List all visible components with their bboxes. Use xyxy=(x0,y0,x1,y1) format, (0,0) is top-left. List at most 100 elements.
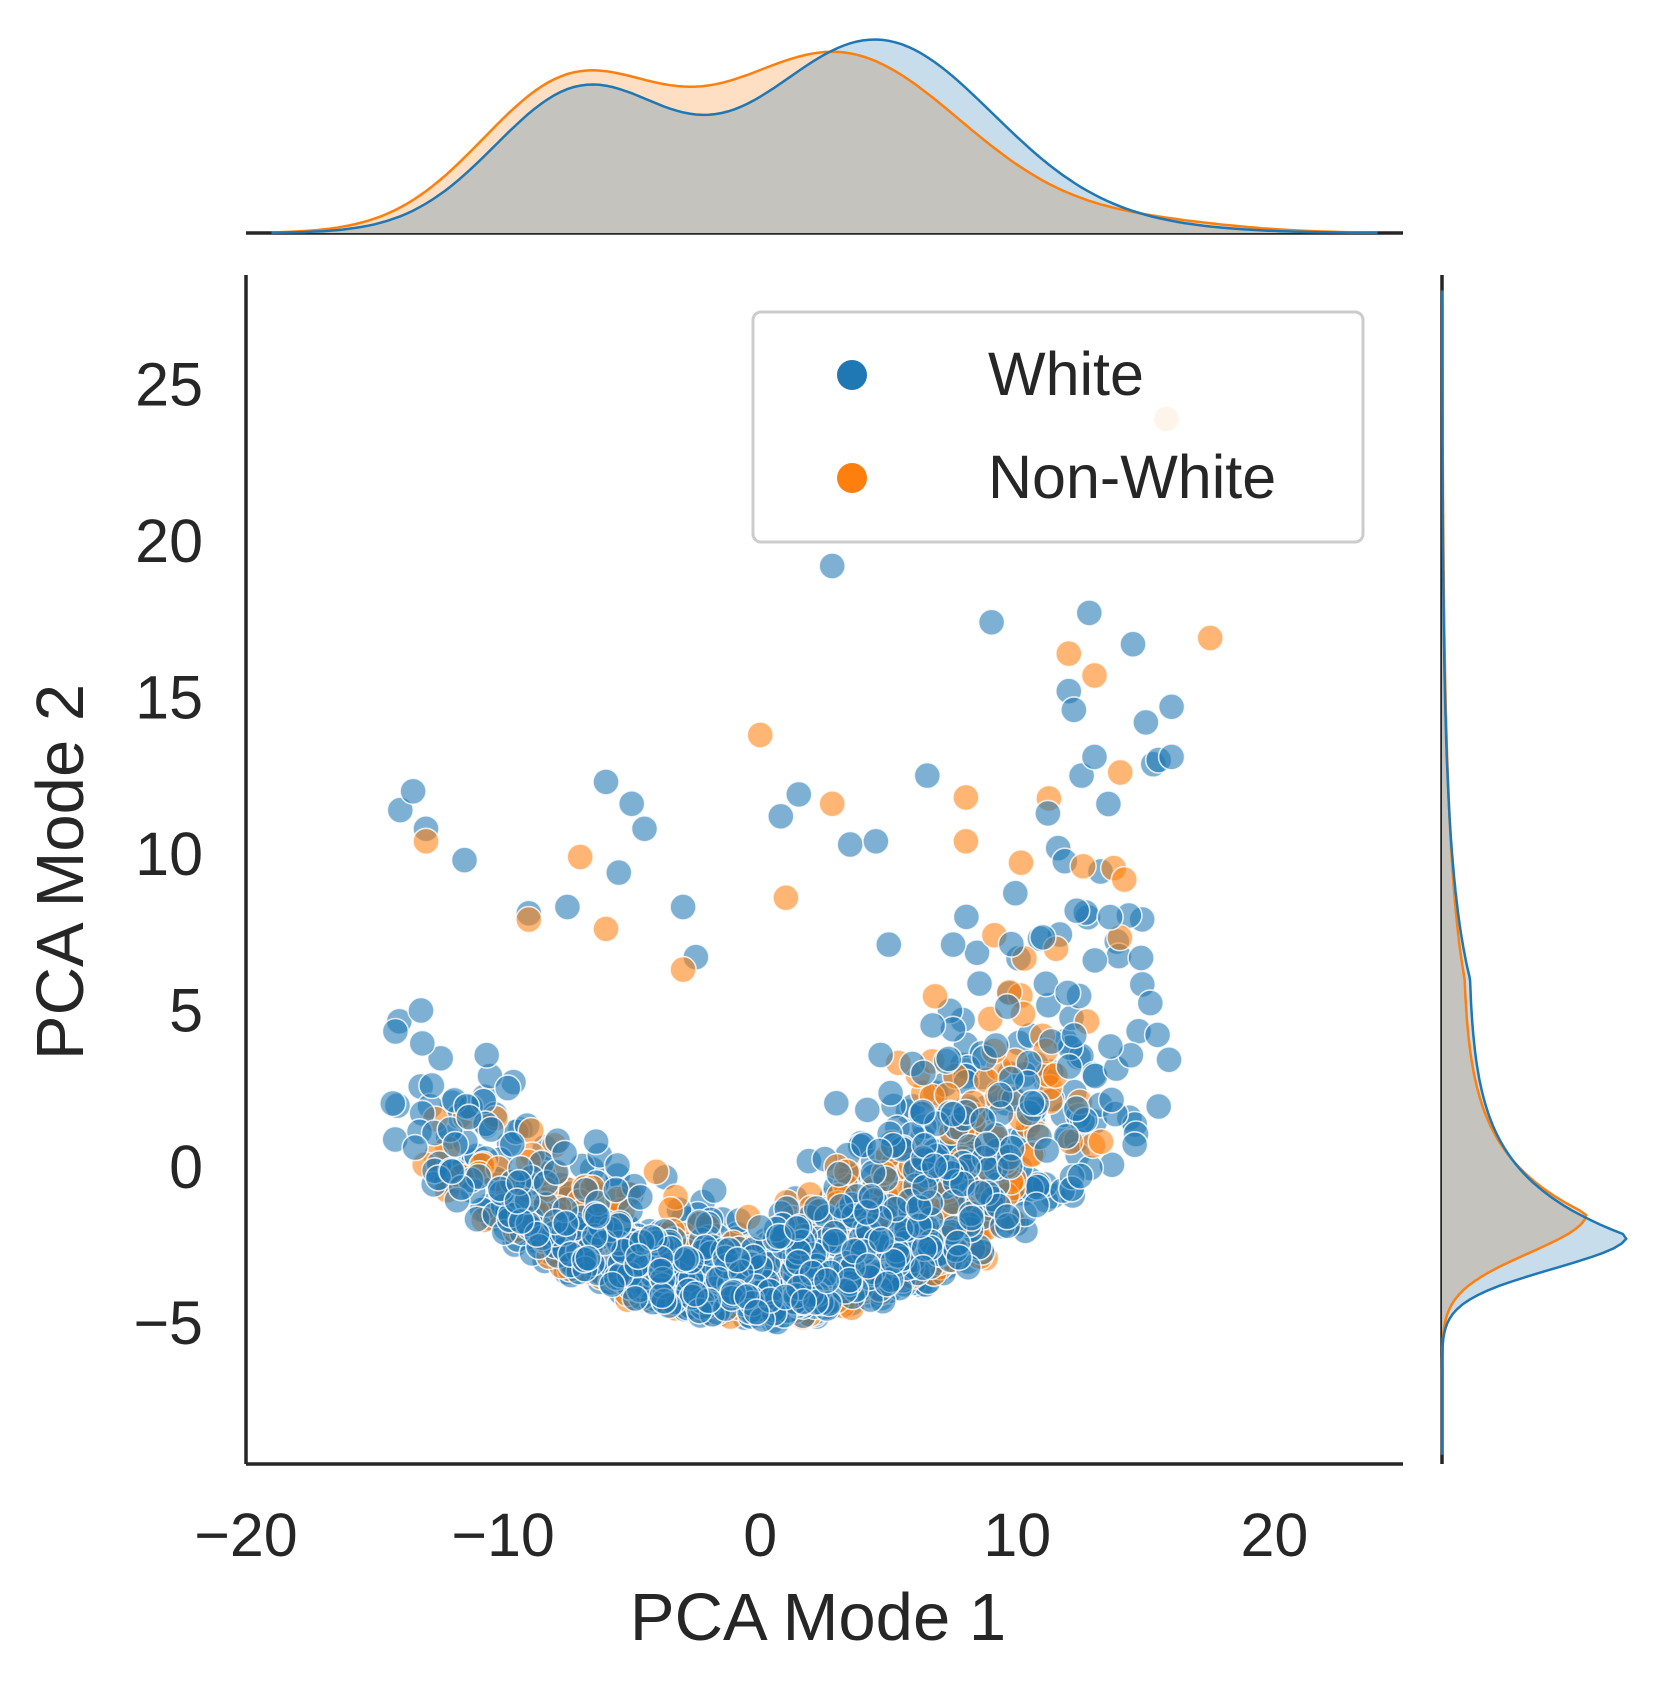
scatter-point-white xyxy=(621,1284,650,1313)
scatter-point-white xyxy=(1066,1162,1094,1190)
scatter-point-non-white xyxy=(921,982,949,1011)
scatter-point-non-white xyxy=(772,883,800,912)
scatter-point-white xyxy=(1075,599,1104,627)
scatter-point-white xyxy=(1029,923,1057,952)
scatter-point-non-white xyxy=(412,827,440,856)
scatter-point-white xyxy=(630,814,659,843)
y-tick-label: 10 xyxy=(135,820,203,888)
scatter-point-white xyxy=(1081,946,1109,975)
scatter-point-non-white xyxy=(642,1158,670,1186)
scatter-point-white xyxy=(1032,1136,1061,1165)
scatter-point-white xyxy=(918,1011,947,1040)
scatter-point-white xyxy=(592,768,620,796)
x-tick-label: 20 xyxy=(1240,1501,1308,1569)
y-axis-label: PCA Mode 2 xyxy=(23,684,98,1060)
scatter-point-white xyxy=(865,1137,894,1165)
scatter-point-white xyxy=(862,827,890,856)
scatter-point-white xyxy=(648,1281,676,1310)
scatter-point-white xyxy=(1080,743,1109,771)
scatter-point-white xyxy=(812,1266,841,1295)
scatter-point-white xyxy=(646,1257,675,1285)
legend-label-non-white: Non-White xyxy=(988,443,1276,511)
scatter-point-non-white xyxy=(952,827,980,856)
scatter-point-white xyxy=(1096,1032,1125,1061)
scatter-point-white xyxy=(876,1079,905,1107)
x-kde-line-white xyxy=(271,38,1378,235)
scatter-point-white xyxy=(723,1246,752,1274)
y-tick-label: 5 xyxy=(169,976,203,1044)
scatter-point-white xyxy=(742,1298,771,1326)
legend: White Non-White xyxy=(751,310,1365,544)
scatter-point-white xyxy=(378,1089,407,1118)
scatter-point-white xyxy=(965,969,994,998)
scatter-point-white xyxy=(939,1100,967,1128)
scatter-point-white xyxy=(672,1244,701,1273)
scatter-point-white xyxy=(1060,1021,1088,1050)
scatter-point-non-white xyxy=(592,915,620,943)
scatter-point-white xyxy=(551,1209,580,1238)
scatter-point-non-white xyxy=(514,905,543,934)
scatter-point-white xyxy=(993,992,1022,1021)
scatter-point-white xyxy=(1144,1092,1173,1121)
x-axis-label: PCA Mode 1 xyxy=(630,1580,1006,1655)
scatter-point-white xyxy=(968,1106,997,1134)
scatter-point-white xyxy=(857,1182,885,1211)
scatter-point-white xyxy=(1097,1086,1126,1114)
scatter-point-white xyxy=(825,1160,853,1188)
y-tick-label: 15 xyxy=(135,663,203,731)
scatter-point-white xyxy=(1001,879,1030,908)
scatter-point-non-white xyxy=(746,721,775,749)
scatter-point-white xyxy=(700,1176,729,1205)
scatter-point-white xyxy=(957,1204,986,1232)
scatter-point-white xyxy=(913,761,942,790)
scatter-point-non-white xyxy=(1007,848,1035,877)
scatter-point-white xyxy=(550,1139,579,1168)
scatter-point-non-white xyxy=(1110,865,1139,894)
scatter-point-white xyxy=(598,1270,627,1299)
scatter-point-white xyxy=(1132,708,1160,737)
scatter-point-white xyxy=(574,1244,602,1273)
scatter-point-white xyxy=(802,1194,831,1223)
y-kde-overlap xyxy=(1442,290,1585,1455)
y-tick-label: 20 xyxy=(135,507,203,575)
scatter-point-white xyxy=(1060,696,1088,724)
scatter-point-white xyxy=(1052,1122,1081,1150)
scatter-point-white xyxy=(493,1074,522,1102)
scatter-point-white xyxy=(867,1226,896,1254)
scatter-point-white xyxy=(945,1243,973,1272)
scatter-point-white xyxy=(866,1041,895,1069)
scatter-point-white xyxy=(399,777,427,806)
scatter-point-white xyxy=(874,930,903,959)
scatter-point-white xyxy=(637,1223,666,1252)
scatter-point-white xyxy=(669,893,697,921)
scatter-point-white xyxy=(977,608,1006,637)
scatter-point-white xyxy=(602,1176,630,1204)
y-kde-line-white xyxy=(1440,290,1628,1455)
scatter-point-non-white xyxy=(818,789,847,818)
scatter-point-white xyxy=(386,796,415,824)
scatter-point-white xyxy=(1157,692,1186,721)
scatter-point-white xyxy=(789,1287,818,1316)
scatter-point-white xyxy=(455,1103,483,1131)
scatter-point-white xyxy=(1136,989,1165,1017)
scatter-point-non-white xyxy=(1087,1128,1115,1156)
scatter-point-white xyxy=(408,1029,437,1058)
scatter-point-non-white xyxy=(1196,624,1224,652)
scatter-point-white xyxy=(1055,1052,1083,1081)
scatter-point-white xyxy=(908,1098,937,1126)
scatter-point-white xyxy=(952,903,981,931)
scatter-point-non-white xyxy=(669,955,697,984)
scatter-point-white xyxy=(997,930,1026,958)
scatter-point-white xyxy=(920,1152,949,1180)
scatter-point-white xyxy=(966,1179,994,1207)
scatter-point-white xyxy=(1127,944,1155,972)
scatter-point-white xyxy=(993,1202,1021,1231)
scatter-point-white xyxy=(822,1089,851,1117)
scatter-point-white xyxy=(472,1041,501,1069)
scatter-point-white xyxy=(982,1031,1010,1060)
scatter-point-white xyxy=(441,1130,470,1159)
legend-label-white: White xyxy=(988,340,1144,408)
scatter-point-white xyxy=(603,1151,632,1180)
x-tick-label: −10 xyxy=(451,1501,554,1569)
